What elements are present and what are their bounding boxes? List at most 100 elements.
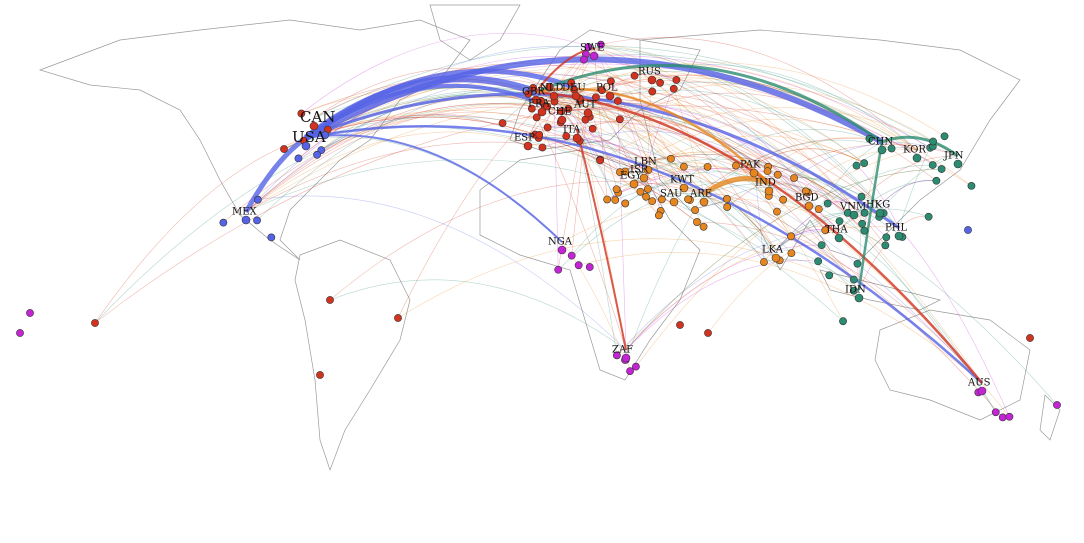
city-dot (821, 226, 830, 235)
country-label: MEX (232, 207, 258, 218)
country-label: AUS (967, 378, 991, 389)
country-label: AUT (573, 100, 597, 111)
country-label: CHN (868, 137, 893, 148)
country-label: CHE (548, 107, 572, 118)
hub-dot (549, 91, 559, 101)
city-dot (648, 87, 657, 96)
city-dot (267, 233, 276, 242)
flow-arc (305, 66, 972, 187)
city-dot (693, 218, 701, 226)
city-dot (849, 286, 858, 295)
flow-arc (305, 126, 844, 322)
flow-arc (528, 93, 635, 177)
flow-arc (305, 134, 563, 243)
country-label: HKG (866, 200, 890, 211)
city-dot (860, 208, 869, 217)
city-dot (937, 165, 946, 173)
city-dot (574, 261, 583, 270)
city-dot (853, 259, 862, 268)
flow-arc (818, 141, 883, 210)
city-dot (860, 226, 869, 235)
country-label: LBN (634, 157, 657, 168)
flow-arc (696, 221, 983, 384)
flow-arc (624, 166, 685, 181)
flow-arc (775, 229, 826, 251)
city-dot (616, 168, 624, 177)
country-label: PHL (885, 223, 907, 234)
city-dot (882, 233, 891, 242)
flow-arc (593, 47, 826, 231)
city-dot (967, 182, 976, 190)
country-label: FRA (528, 99, 550, 110)
flow-arc (561, 108, 840, 231)
country-label: VNM (839, 202, 866, 213)
city-dot (545, 82, 554, 91)
city-dot (654, 211, 663, 220)
flow-arc (535, 91, 765, 263)
city-dot (564, 104, 573, 113)
city-dot (557, 107, 566, 116)
country-label: USA (292, 128, 326, 146)
city-dot (585, 263, 594, 271)
city-dot (823, 199, 832, 208)
city-dot (790, 174, 798, 182)
flow-arc (707, 229, 840, 334)
city-dot (928, 161, 937, 169)
city-dot (603, 195, 612, 204)
flow-arc (599, 107, 959, 160)
city-dot (932, 176, 941, 185)
europe (509, 29, 701, 151)
flow-arc (673, 88, 705, 195)
flow-arc (329, 180, 705, 301)
hub-dot (699, 197, 709, 207)
city-dot (567, 251, 576, 260)
city-dot (626, 367, 634, 375)
australia (874, 309, 1031, 421)
flow-arc (625, 168, 942, 351)
city-dot (723, 195, 731, 203)
city-dot (529, 83, 538, 92)
flow-arc (593, 47, 661, 212)
country-label: JPN (943, 151, 964, 162)
flow-arc (647, 161, 765, 263)
flow-arc (578, 252, 983, 384)
flow-arc (316, 111, 649, 163)
city-dot (773, 170, 782, 179)
flow-arc (313, 67, 550, 119)
city-dot (612, 185, 621, 194)
flow-arc (790, 225, 840, 237)
hub-dot (834, 233, 844, 243)
city-dot (543, 123, 552, 132)
city-dot (321, 131, 329, 140)
city-dot (1026, 334, 1034, 342)
flow-arc (527, 137, 780, 261)
hub-dot (621, 353, 631, 363)
hub-dot (557, 115, 567, 125)
flow-arc (838, 180, 937, 231)
city-dot (498, 119, 507, 127)
city-dot (554, 265, 563, 274)
flow-arc (305, 124, 983, 384)
city-dot (632, 362, 640, 371)
hub-dot (309, 121, 319, 131)
city-dot (596, 156, 605, 165)
flow-arc (673, 193, 792, 254)
flow-arcs (94, 32, 1058, 418)
city-dot (91, 319, 99, 327)
city-dot (615, 115, 624, 124)
flow-arc (651, 71, 820, 210)
flow-arc (538, 137, 983, 384)
country-label: GBR (522, 87, 545, 98)
flow-arc (775, 212, 848, 251)
country-label: SWE (580, 43, 604, 54)
flow-arc (898, 227, 1010, 417)
flow-arc (689, 137, 918, 201)
flow-arc (673, 193, 855, 280)
flow-arc (301, 71, 881, 206)
flow-arc (541, 103, 728, 200)
city-dot (865, 134, 874, 143)
country-label: NGA (548, 237, 573, 248)
flow-arc (305, 92, 900, 230)
hub-dot (764, 186, 774, 196)
flow-arc (753, 148, 865, 166)
